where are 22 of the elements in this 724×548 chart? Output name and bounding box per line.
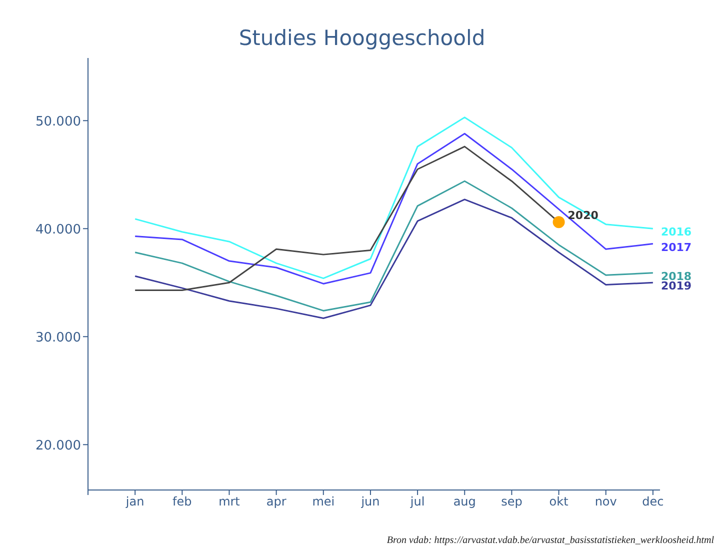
x-tick-label: jun [360,494,380,509]
line-series [134,180,654,312]
x-tick-label: okt [549,494,569,509]
series-label: 2016 [660,226,692,239]
y-tick-label: 50.000 [36,114,81,130]
x-tick-label: dec [642,494,664,509]
y-tick-label: 20.000 [36,438,81,454]
chart-title: Studies Hooggeschoold [238,26,486,50]
x-tick-label: nov [594,494,617,509]
x-tick-label: jan [124,494,144,509]
text: Bron vdab: https://arvastat.vdab.be/arvastat_basisstatistieken_werkloosheid.html [386,535,714,546]
y-tick-label: 30.000 [36,330,81,346]
x-tick-label: mei [312,494,335,509]
x-tick-label: apr [266,494,286,509]
x-tick-label: mrt [218,494,240,509]
y-tick-label: 40.000 [36,222,81,238]
series-label: 2017 [660,240,692,254]
x-tick-label: aug [453,494,476,509]
x-tick-label: sep [501,494,522,509]
line-series [134,198,654,320]
x-tick-label: feb [172,494,192,509]
x-tick-label: jul [409,494,425,509]
